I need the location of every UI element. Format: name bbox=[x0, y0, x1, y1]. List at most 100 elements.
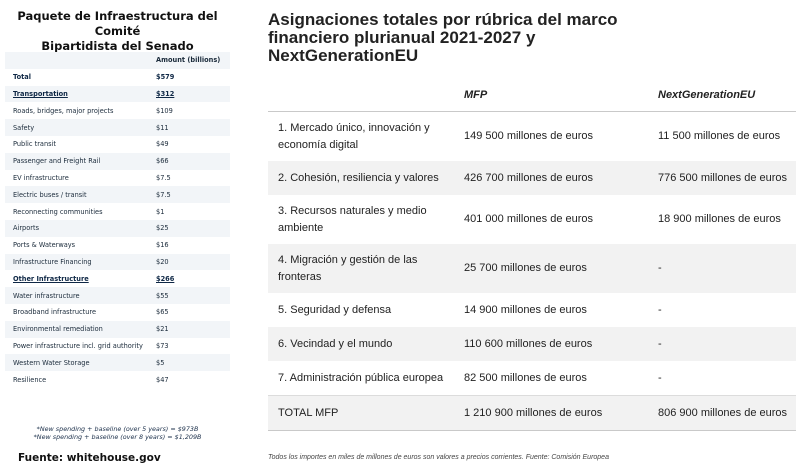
mfp-row-label: 7. Administración pública europea bbox=[268, 361, 460, 396]
infrastructure-row: Resilience $47 bbox=[5, 371, 230, 388]
mfp-table-header: MFP NextGenerationEU bbox=[268, 78, 796, 112]
infrastructure-row: Passenger and Freight Rail $66 bbox=[5, 152, 230, 170]
mfp-row-value: 401 000 millones de euros bbox=[460, 195, 654, 244]
infrastructure-item-amount: $5 bbox=[152, 354, 230, 372]
infrastructure-item-label: Power infrastructure incl. grid authorit… bbox=[5, 337, 152, 355]
left-title-line1: Paquete de Infraestructura del Comité bbox=[17, 9, 218, 38]
infrastructure-item-amount: $7.5 bbox=[152, 169, 230, 187]
mfp-row: 6. Vecindad y el mundo 110 600 millones d… bbox=[268, 327, 796, 361]
infrastructure-item-amount: $65 bbox=[152, 303, 230, 321]
infrastructure-item-label: Ports & Waterways bbox=[5, 236, 152, 254]
infrastructure-row: Safety $11 bbox=[5, 119, 230, 136]
infrastructure-item-amount: $312 bbox=[152, 85, 230, 103]
infrastructure-item-amount: $25 bbox=[152, 219, 230, 237]
infrastructure-row: Infrastructure Financing $20 bbox=[5, 253, 230, 271]
infrastructure-item-label: Passenger and Freight Rail bbox=[5, 152, 152, 170]
infrastructure-row: Public transit $49 bbox=[5, 135, 230, 153]
mfp-column-header: MFP bbox=[460, 78, 654, 112]
ngeu-row-value: 18 900 millones de euros bbox=[654, 195, 796, 244]
infrastructure-item-label: Water infrastructure bbox=[5, 287, 152, 304]
header-blank-cell bbox=[5, 52, 152, 69]
left-panel-title: Paquete de Infraestructura del Comité Bi… bbox=[0, 9, 235, 54]
infrastructure-row: Electric buses / transit $7.5 bbox=[5, 186, 230, 204]
mfp-row-label: 4. Migración y gestión de las fronteras bbox=[268, 244, 460, 293]
infrastructure-row: Total $579 bbox=[5, 68, 230, 86]
infrastructure-item-label: Other Infrastructure bbox=[5, 270, 152, 288]
mfp-row-value: 426 700 millones de euros bbox=[460, 161, 654, 195]
infrastructure-item-label: Resilience bbox=[5, 371, 152, 388]
infrastructure-item-amount: $20 bbox=[152, 253, 230, 271]
mfp-row: TOTAL MFP 1 210 900 millones de euros 806 … bbox=[268, 395, 796, 431]
infrastructure-item-label: Transportation bbox=[5, 85, 152, 103]
infrastructure-item-amount: $109 bbox=[152, 102, 230, 120]
mfp-row-value: 82 500 millones de euros bbox=[460, 361, 654, 396]
infrastructure-item-amount: $11 bbox=[152, 119, 230, 136]
header-label-blank bbox=[268, 78, 460, 112]
infrastructure-row: Western Water Storage $5 bbox=[5, 354, 230, 372]
mfp-row-value: 149 500 millones de euros bbox=[460, 111, 654, 161]
mfp-row: 1. Mercado único, innovación y economía … bbox=[268, 111, 796, 161]
left-source: Fuente: whitehouse.gov bbox=[18, 452, 161, 464]
spending-notes: *New spending + baseline (over 5 years) … bbox=[0, 425, 235, 441]
infrastructure-item-label: Broadband infrastructure bbox=[5, 303, 152, 321]
infrastructure-item-amount: $7.5 bbox=[152, 186, 230, 204]
ngeu-row-value: 806 900 millones de euros bbox=[654, 395, 796, 431]
mfp-row: 7. Administración pública europea 82 500 … bbox=[268, 361, 796, 396]
infrastructure-item-label: Environmental remediation bbox=[5, 320, 152, 338]
mfp-row-value: 1 210 900 millones de euros bbox=[460, 395, 654, 431]
mfp-row: 4. Migración y gestión de las fronteras 2… bbox=[268, 244, 796, 293]
infrastructure-item-amount: $49 bbox=[152, 135, 230, 153]
spending-note-5yr: *New spending + baseline (over 5 years) … bbox=[36, 425, 199, 433]
infrastructure-row: Roads, bridges, major projects $109 bbox=[5, 102, 230, 120]
infrastructure-item-label: EV infrastructure bbox=[5, 169, 152, 187]
ngeu-row-value: - bbox=[654, 244, 796, 293]
infrastructure-row: Water infrastructure $55 bbox=[5, 287, 230, 304]
mfp-row: 5. Seguridad y defensa 14 900 millones de… bbox=[268, 293, 796, 327]
infrastructure-item-amount: $21 bbox=[152, 320, 230, 338]
infrastructure-item-label: Safety bbox=[5, 119, 152, 136]
infrastructure-row: EV infrastructure $7.5 bbox=[5, 169, 230, 187]
right-footnote: Todos los importes en miles de millones … bbox=[268, 454, 609, 461]
ngeu-row-value: 776 500 millones de euros bbox=[654, 161, 796, 195]
amount-header: Amount (billions) bbox=[152, 52, 230, 69]
infrastructure-item-label: Roads, bridges, major projects bbox=[5, 102, 152, 120]
infrastructure-row: Reconnecting communities $1 bbox=[5, 203, 230, 220]
infrastructure-item-amount: $16 bbox=[152, 236, 230, 254]
infrastructure-item-label: Reconnecting communities bbox=[5, 203, 152, 220]
infrastructure-row: Airports $25 bbox=[5, 219, 230, 237]
left-panel: Paquete de Infraestructura del Comité Bi… bbox=[0, 0, 235, 476]
infrastructure-item-label: Public transit bbox=[5, 135, 152, 153]
infrastructure-row: Transportation $312 bbox=[5, 85, 230, 103]
infrastructure-item-amount: $579 bbox=[152, 68, 230, 86]
ngeu-row-value: - bbox=[654, 327, 796, 361]
infrastructure-row: Power infrastructure incl. grid authorit… bbox=[5, 337, 230, 355]
mfp-row-value: 14 900 millones de euros bbox=[460, 293, 654, 327]
infrastructure-item-amount: $55 bbox=[152, 287, 230, 304]
infrastructure-table: Amount (billions) Total $579 Transportatio… bbox=[5, 52, 230, 388]
mfp-row-label: 1. Mercado único, innovación y economía … bbox=[268, 111, 460, 161]
infrastructure-item-label: Airports bbox=[5, 219, 152, 237]
infrastructure-table-header: Amount (billions) bbox=[5, 52, 230, 69]
spending-note-8yr: *New spending + baseline (over 8 years) … bbox=[33, 433, 202, 441]
infrastructure-item-amount: $73 bbox=[152, 337, 230, 355]
mfp-row: 2. Cohesión, resiliencia y valores 426 70… bbox=[268, 161, 796, 195]
ngeu-row-value: - bbox=[654, 293, 796, 327]
ngeu-column-header: NextGenerationEU bbox=[654, 78, 796, 112]
infrastructure-item-label: Western Water Storage bbox=[5, 354, 152, 372]
mfp-table: MFP NextGenerationEU 1. Mercado único, i… bbox=[268, 78, 796, 431]
mfp-row-value: 25 700 millones de euros bbox=[460, 244, 654, 293]
infrastructure-item-label: Total bbox=[5, 68, 152, 86]
left-title-line2: Bipartidista del Senado bbox=[41, 39, 194, 53]
infrastructure-row: Ports & Waterways $16 bbox=[5, 236, 230, 254]
infrastructure-row: Broadband infrastructure $65 bbox=[5, 303, 230, 321]
mfp-row-label: TOTAL MFP bbox=[268, 395, 460, 431]
mfp-row-label: 6. Vecindad y el mundo bbox=[268, 327, 460, 361]
infrastructure-item-amount: $47 bbox=[152, 371, 230, 388]
ngeu-row-value: 11 500 millones de euros bbox=[654, 111, 796, 161]
infrastructure-item-amount: $1 bbox=[152, 203, 230, 220]
infrastructure-item-amount: $66 bbox=[152, 152, 230, 170]
mfp-row-label: 2. Cohesión, resiliencia y valores bbox=[268, 161, 460, 195]
mfp-row-label: 3. Recursos naturales y medio ambiente bbox=[268, 195, 460, 244]
infrastructure-row: Other Infrastructure $266 bbox=[5, 270, 230, 288]
right-panel-title: Asignaciones totales por rúbrica del mar… bbox=[268, 10, 618, 65]
